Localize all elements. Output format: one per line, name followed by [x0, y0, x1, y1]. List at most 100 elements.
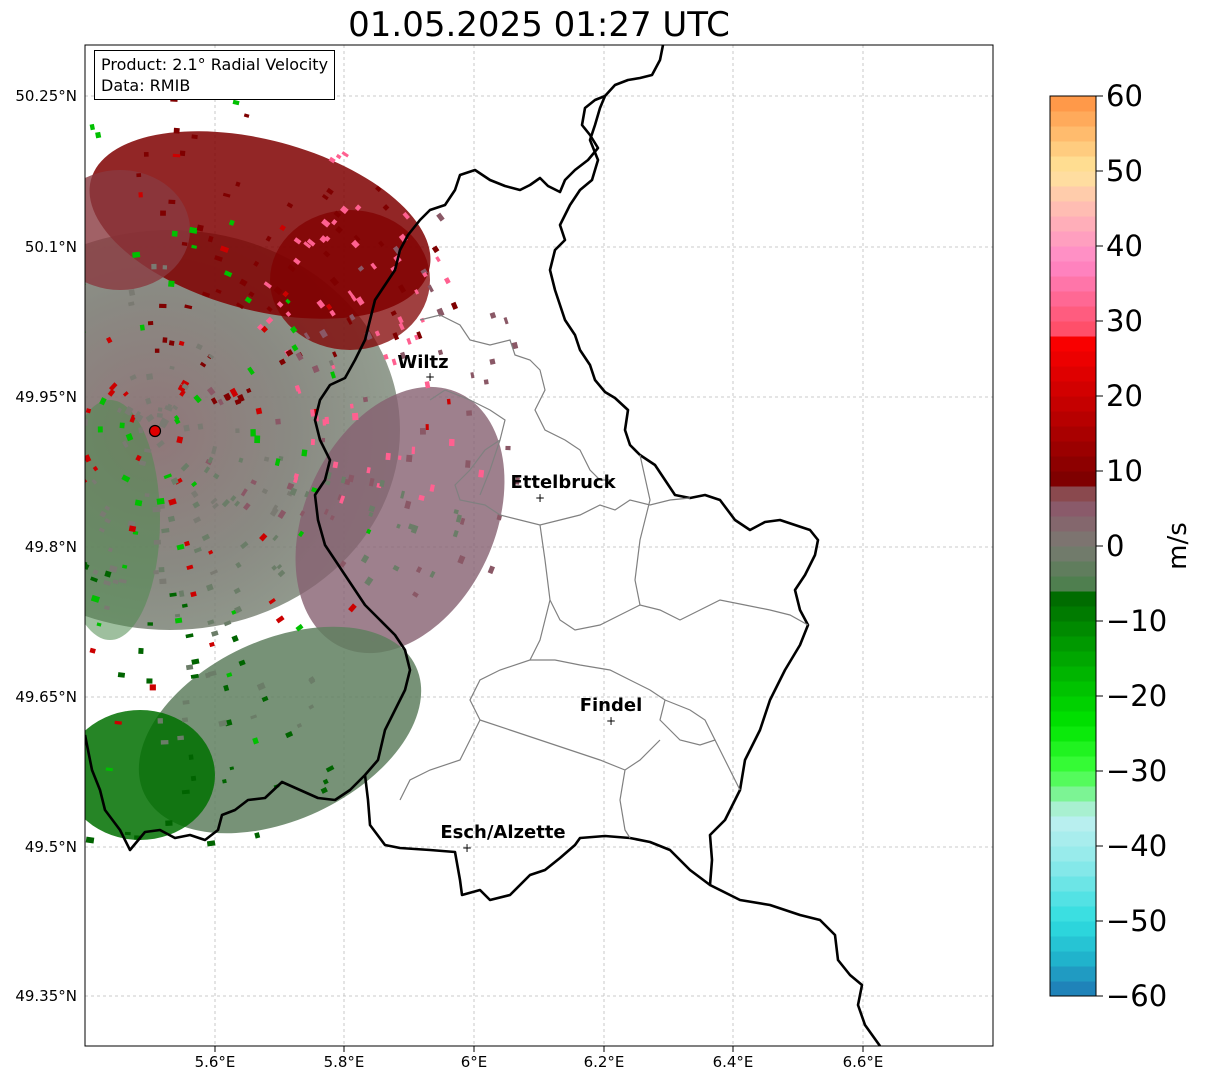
- echo-pixel: [85, 671, 86, 678]
- colorbar-band: [1050, 966, 1096, 982]
- echo-pixel: [168, 280, 175, 287]
- echo-pixel: [483, 379, 489, 385]
- colorbar-band: [1050, 321, 1096, 337]
- echo-pixel: [248, 291, 255, 298]
- y-tick-label: 49.8°N: [25, 538, 77, 556]
- echo-pixel: [242, 502, 251, 511]
- echo-pixel: [378, 240, 385, 248]
- echo-pixel: [166, 403, 173, 411]
- echo-pixel: [391, 358, 397, 366]
- x-tick-label: 5.6°E: [195, 1053, 236, 1071]
- echo-pixel: [133, 410, 141, 419]
- colorbar-tick-label: −40: [1106, 829, 1167, 863]
- echo-pixel: [212, 472, 220, 480]
- echo-pixel: [147, 622, 153, 626]
- city-marker-esch: +: [462, 841, 472, 855]
- city-marker-wiltz: +: [425, 370, 435, 384]
- echo-pixel: [238, 457, 244, 463]
- echo-pixel: [366, 528, 372, 535]
- echo-pixel: [193, 546, 202, 554]
- colorbar-band: [1050, 96, 1096, 112]
- colorbar-band: [1050, 876, 1096, 892]
- echo-pixel: [268, 597, 276, 605]
- echo-pixel: [215, 288, 222, 294]
- echo-pixel: [158, 567, 165, 573]
- echo-pixel: [89, 647, 96, 654]
- echo-pixel: [89, 123, 95, 131]
- echo-pixel: [221, 498, 230, 508]
- echo-pixel: [114, 720, 122, 725]
- echo-pixel: [341, 151, 349, 158]
- echo-pixel: [109, 382, 118, 391]
- echo-pixel: [368, 477, 375, 487]
- colorbar-band: [1050, 951, 1096, 967]
- echo-pixel: [364, 576, 374, 587]
- echo-pixel: [326, 187, 334, 196]
- german-border-south: [709, 883, 882, 1046]
- colorbar-tick-label: −50: [1106, 904, 1167, 938]
- colorbar-band: [1050, 351, 1096, 367]
- echo-pixel: [122, 440, 129, 449]
- echo-pixel: [108, 565, 118, 573]
- echo-pixel: [212, 502, 219, 510]
- echo-pixel: [348, 603, 357, 613]
- echo-pixel: [177, 384, 187, 393]
- echo-east-mauve: [295, 386, 505, 654]
- echo-pixel: [209, 569, 219, 576]
- echo-pixel: [431, 245, 440, 254]
- info-box: Product: 2.1° Radial Velocity Data: RMIB: [94, 50, 336, 100]
- echo-pixel: [90, 576, 98, 583]
- echo-pixel: [21, 606, 28, 612]
- echo-pixel: [85, 563, 90, 570]
- echo-pixel: [437, 349, 444, 356]
- echo-pixel: [47, 622, 55, 629]
- city-marker-ettelbruck: +: [535, 491, 545, 505]
- echo-pixel: [99, 397, 107, 406]
- echo-pixel: [138, 459, 147, 467]
- echo-pixel: [210, 497, 218, 505]
- colorbar-tick-label: 10: [1106, 454, 1143, 488]
- y-tick-label: 49.5°N: [25, 838, 77, 856]
- echo-northwest: [85, 170, 190, 290]
- colorbar-label: m/s: [1163, 522, 1193, 570]
- echo-pixel: [414, 334, 419, 341]
- data-source-text: Data: RMIB: [101, 76, 191, 95]
- echo-pixel: [170, 477, 179, 486]
- echo-pixel: [285, 311, 292, 317]
- echo-pixel: [429, 484, 435, 492]
- echo-pixel: [210, 397, 218, 405]
- echo-pixel: [321, 218, 331, 228]
- echo-pixel: [95, 131, 102, 139]
- echo-pixel: [199, 361, 207, 368]
- echo-pixel: [162, 265, 168, 270]
- echo-pixel: [190, 591, 197, 598]
- city-marker-findel: +: [606, 714, 616, 728]
- echo-pixel: [174, 613, 181, 618]
- echo-pixel: [397, 316, 404, 324]
- echo-pixel: [285, 349, 294, 357]
- echo-pixel: [419, 428, 426, 435]
- echo-pixel: [31, 513, 37, 520]
- echo-pixel: [85, 279, 86, 289]
- colorbar-band: [1050, 621, 1096, 637]
- echo-pixel: [118, 578, 127, 584]
- echo-pixel: [9, 585, 16, 592]
- echo-pixel: [121, 474, 131, 483]
- echo-pixel: [294, 384, 301, 392]
- echo-pixel: [207, 619, 215, 626]
- colorbar-band: [1050, 306, 1096, 322]
- echo-pixel: [308, 704, 315, 710]
- echo-pixel: [382, 204, 390, 211]
- echo-pixel: [266, 306, 273, 313]
- echo-pixel: [138, 427, 144, 434]
- echo-pixel: [106, 336, 113, 344]
- echo-pixel: [453, 509, 459, 515]
- echo-pixel: [135, 454, 142, 462]
- echo-pixel: [425, 424, 429, 431]
- echo-pixel: [383, 353, 389, 360]
- echo-pixel: [503, 317, 509, 325]
- echo-pixel: [154, 348, 160, 353]
- echo-pixel: [436, 307, 445, 317]
- colorbar-band: [1050, 756, 1096, 772]
- echo-pixel: [250, 714, 258, 720]
